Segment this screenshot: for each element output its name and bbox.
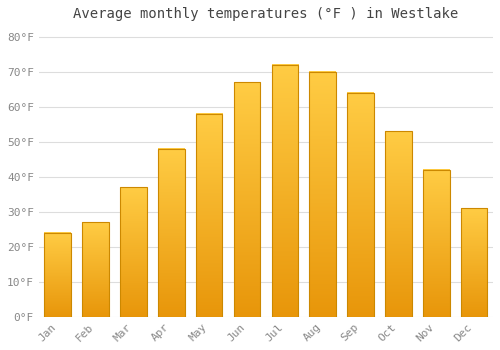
- Bar: [120, 187, 146, 317]
- Bar: [158, 149, 184, 317]
- Bar: [310, 72, 336, 317]
- Bar: [348, 93, 374, 317]
- Title: Average monthly temperatures (°F ) in Westlake: Average monthly temperatures (°F ) in We…: [74, 7, 458, 21]
- Bar: [385, 131, 411, 317]
- Bar: [82, 222, 109, 317]
- Bar: [44, 233, 71, 317]
- Bar: [272, 65, 298, 317]
- Bar: [234, 82, 260, 317]
- Bar: [423, 170, 450, 317]
- Bar: [196, 114, 222, 317]
- Bar: [461, 208, 487, 317]
